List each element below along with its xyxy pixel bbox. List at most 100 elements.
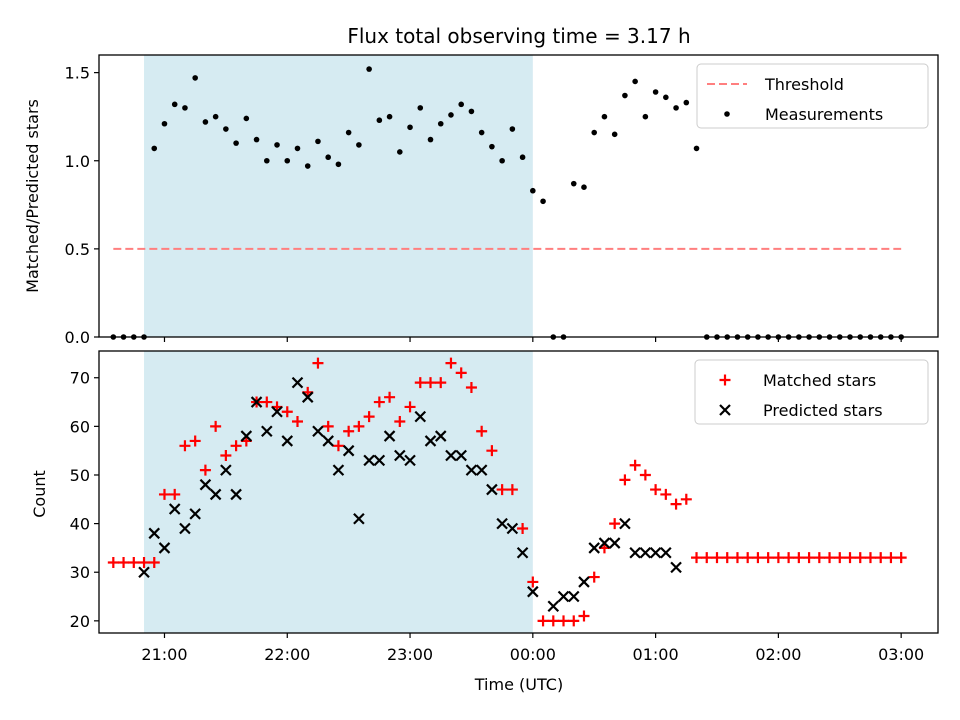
predicted-star-point — [414, 410, 427, 423]
measurement-point — [161, 120, 168, 127]
matched-star-point — [373, 396, 385, 408]
predicted-star-point — [588, 542, 600, 554]
y-tick-label-count: 20 — [70, 612, 90, 631]
matched-star-point — [322, 420, 334, 432]
matched-star-point — [363, 411, 375, 423]
matched-star-point — [711, 552, 723, 564]
measurement-point — [652, 89, 659, 95]
predicted-star-point — [424, 435, 437, 447]
matched-star-point — [547, 615, 559, 627]
matched-star-point — [486, 445, 498, 457]
matched-star-point — [312, 357, 324, 369]
matched-star-point — [588, 571, 600, 583]
measurement-point — [376, 117, 383, 124]
measurement-point — [478, 129, 485, 136]
measurement-point — [601, 113, 608, 120]
predicted-star-point — [455, 449, 467, 462]
y-tick-label-count: 70 — [70, 369, 90, 388]
matched-star-point — [629, 459, 641, 471]
y-axis-label-count: Count — [30, 470, 49, 518]
predicted-star-point — [383, 430, 396, 442]
observing-window-count — [144, 351, 533, 633]
matched-star-point — [639, 469, 651, 481]
legend-label: Matched stars — [763, 371, 876, 390]
matched-star-point — [537, 615, 549, 627]
matched-star-point — [619, 474, 631, 486]
matched-star-point — [650, 484, 662, 496]
matched-star-point — [813, 552, 825, 564]
matched-star-point — [834, 552, 846, 564]
measurement-point — [509, 126, 516, 132]
measurement-point — [345, 129, 352, 136]
legend-ratio: Threshold Measurements — [696, 63, 929, 129]
matched-star-point — [394, 416, 406, 427]
matched-star-point — [445, 357, 457, 369]
measurement-point — [294, 145, 301, 152]
predicted-star-point — [506, 522, 519, 535]
predicted-star-point — [261, 425, 273, 438]
matched-star-point — [148, 557, 160, 568]
measurement-point — [448, 112, 454, 118]
matched-star-point — [772, 552, 784, 564]
matched-star-point — [609, 518, 621, 530]
axes-frame-ratio — [98, 54, 939, 338]
measurement-point — [304, 163, 311, 169]
matched-star-point — [864, 552, 876, 564]
predicted-star-point — [250, 396, 263, 408]
matched-star-point — [199, 464, 211, 476]
matched-star-point — [220, 450, 232, 462]
measurement-point — [202, 119, 209, 125]
legend-predicted-swatch — [719, 404, 731, 416]
measurement-point — [673, 105, 679, 111]
matched-star-point — [332, 440, 344, 452]
measurement-point — [611, 131, 618, 138]
predicted-star-point — [281, 435, 294, 447]
x-axis-label: Time (UTC) — [474, 675, 563, 694]
predicted-star-point — [158, 542, 171, 554]
legend-count: Matched stars Predicted stars — [694, 359, 929, 425]
matched-star-point — [138, 557, 150, 568]
axes-frame-count — [98, 350, 939, 634]
predicted-star-point — [220, 464, 232, 476]
predicted-star-point — [138, 566, 150, 579]
predicted-star-point — [332, 464, 345, 476]
matched-star-point — [721, 552, 733, 564]
matched-star-point — [118, 557, 130, 568]
predicted-star-point — [342, 444, 355, 457]
matched-star-point — [435, 377, 447, 389]
x-tick-label: 22:00 — [264, 645, 310, 664]
y-axis-label-ratio: Matched/Predicted stars — [23, 99, 42, 293]
y-tick-label-ratio: 1.5 — [65, 64, 90, 83]
measurement-point — [151, 145, 158, 152]
measurement-point — [356, 142, 362, 148]
predicted-star-point — [649, 546, 662, 559]
legend-matched-swatch — [719, 374, 731, 386]
predicted-star-point — [547, 600, 560, 613]
y-tick-label-ratio: 1.0 — [65, 152, 90, 171]
predicted-star-point — [445, 449, 457, 462]
measurement-point — [315, 138, 321, 145]
matched-star-point — [670, 498, 682, 510]
matched-star-point — [343, 425, 355, 437]
matched-star-point — [107, 557, 119, 568]
matched-star-point — [353, 420, 365, 432]
predicted-star-point — [567, 590, 580, 603]
matched-star-point — [189, 435, 201, 447]
matched-star-point — [854, 552, 866, 564]
predicted-star-point — [404, 454, 416, 467]
matched-star-point — [476, 425, 488, 437]
legend-label: Threshold — [764, 75, 844, 94]
matched-star-point — [506, 484, 518, 496]
matched-star-point — [169, 488, 181, 500]
measurement-point — [591, 129, 598, 136]
predicted-star-point — [516, 546, 529, 559]
measurement-point — [264, 157, 270, 164]
predicted-star-point — [148, 527, 161, 540]
y-tick-label-count: 50 — [70, 466, 90, 485]
matched-star-point — [762, 552, 774, 564]
predicted-star-point — [240, 430, 253, 442]
x-tick-label: 23:00 — [387, 645, 433, 664]
measurement-point — [386, 113, 393, 120]
predicted-star-point — [639, 546, 652, 559]
